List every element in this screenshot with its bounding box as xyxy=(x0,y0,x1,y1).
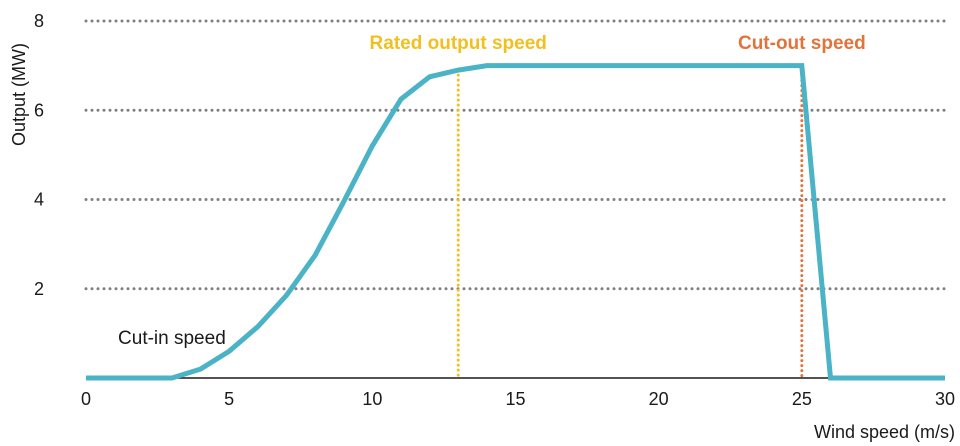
x-tick-label-0: 0 xyxy=(81,389,91,409)
series-line-0 xyxy=(86,63,945,381)
x-tick-label-25: 25 xyxy=(792,389,812,409)
annotation-label-2: Cut-out speed xyxy=(738,33,866,54)
x-tick-label-5: 5 xyxy=(224,389,234,409)
tick-labels: 0 5 10 15 20 25 30 2 4 6 8 xyxy=(34,11,955,409)
series-layer xyxy=(86,63,945,381)
annotation-label-0: Cut-in speed xyxy=(118,328,226,349)
x-tick-label-10: 10 xyxy=(362,389,382,409)
annotation-lines xyxy=(456,64,804,380)
y-axis-title: Output (MW) xyxy=(9,43,29,146)
y-tick-label-8: 8 xyxy=(34,11,44,31)
y-tick-label-2: 2 xyxy=(34,279,44,299)
annotation-labels: Cut-in speed Rated output speed Cut-out sp… xyxy=(118,33,866,349)
grid-lines xyxy=(84,19,947,291)
y-tick-label-6: 6 xyxy=(34,100,44,120)
annotation-label-1: Rated output speed xyxy=(370,33,547,54)
x-tick-label-15: 15 xyxy=(505,389,525,409)
y-tick-label-4: 4 xyxy=(34,190,44,210)
x-axis-title: Wind speed (m/s) xyxy=(814,422,955,442)
x-tick-label-30: 30 xyxy=(935,389,955,409)
x-tick-label-20: 20 xyxy=(649,389,669,409)
